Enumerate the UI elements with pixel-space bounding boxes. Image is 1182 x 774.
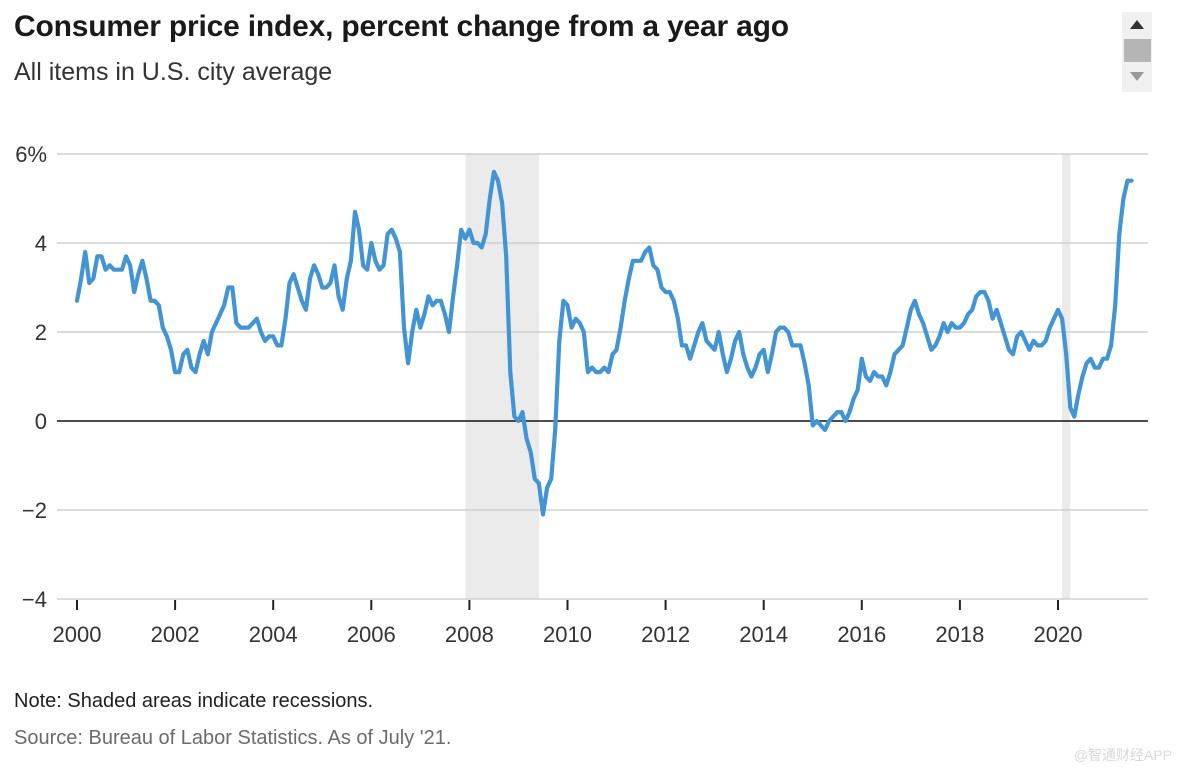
footnote-recessions: Note: Shaded areas indicate recessions. (14, 690, 374, 712)
series (74, 169, 1134, 517)
watermark: @智通财经APP (1073, 747, 1172, 763)
x-tick-label: 2016 (837, 622, 886, 647)
triangle-down-icon[interactable] (1130, 72, 1144, 81)
chart-subtitle: All items in U.S. city average (14, 58, 333, 86)
cpi-line-chart: 6%420−2−4 2000 2002 2004 2006 2008 2010 2012 20… (15, 142, 1148, 647)
x-tick-label: 2020 (1034, 622, 1083, 647)
x-axis: 2000 2002 2004 2006 2008 2010 2012 2014 2016 2018… (53, 600, 1083, 647)
x-tick-label: 2014 (739, 622, 788, 647)
y-tick-label: −4 (22, 587, 47, 612)
x-tick-label: 2004 (249, 622, 298, 647)
source-note: Source: Bureau of Labor Statistics. As o… (14, 727, 452, 749)
triangle-up-icon[interactable] (1130, 20, 1144, 29)
y-tick-label: 6% (15, 142, 47, 167)
x-tick-label: 2018 (935, 622, 984, 647)
x-tick-label: 2000 (53, 622, 102, 647)
y-tick-label: 2 (35, 320, 47, 345)
chart-title: Consumer price index, percent change fro… (14, 10, 789, 43)
gridlines (57, 153, 1148, 600)
y-axis-labels: 6% 4 2 0 −2 −4 (15, 142, 47, 612)
x-tick-label: 2008 (445, 622, 494, 647)
x-tick-label: 2010 (543, 622, 592, 647)
y-tick-label: 0 (35, 409, 47, 434)
scroller[interactable] (1122, 12, 1152, 92)
x-tick-label: 2006 (347, 622, 396, 647)
scroll-thumb[interactable] (1124, 39, 1151, 62)
x-tick-label: 2012 (641, 622, 690, 647)
y-tick-label: 4 (35, 231, 47, 256)
x-tick-label: 2002 (151, 622, 200, 647)
y-tick-label: −2 (22, 498, 47, 523)
series-line-cpi (74, 169, 1134, 517)
